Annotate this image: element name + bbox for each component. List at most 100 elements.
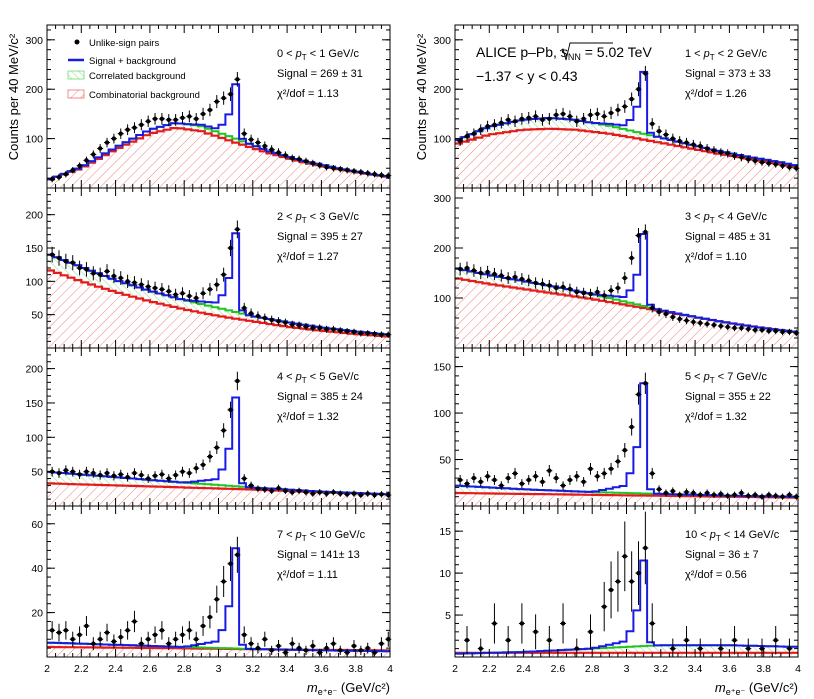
data-point	[636, 392, 641, 397]
data-point	[97, 472, 103, 478]
data-point	[248, 311, 254, 316]
data-point	[718, 150, 724, 155]
data-point	[602, 114, 607, 119]
data-point	[622, 448, 627, 453]
data-point	[739, 325, 744, 331]
data-point	[166, 117, 171, 123]
data-point	[379, 641, 384, 646]
data-point	[602, 471, 607, 476]
data-point	[255, 140, 261, 145]
data-point	[49, 252, 55, 257]
data-point	[759, 646, 765, 651]
data-point	[214, 445, 219, 450]
data-point	[194, 466, 199, 471]
data-point	[629, 96, 634, 102]
data-point	[650, 121, 655, 126]
data-point	[533, 474, 538, 479]
data-point	[602, 604, 607, 609]
data-point	[379, 332, 384, 337]
x-tick-label: 3.6	[722, 663, 737, 675]
data-point	[228, 407, 233, 413]
data-point	[290, 156, 295, 161]
data-point	[84, 469, 89, 474]
data-point	[581, 116, 586, 122]
y-tick-label: 300	[25, 35, 43, 47]
data-point	[643, 229, 648, 235]
data-point	[752, 158, 758, 164]
right-x-axis-title: me⁺e⁻ (GeV/c²)	[715, 680, 798, 697]
y-tick-label: 50	[31, 310, 43, 322]
data-point	[663, 311, 669, 317]
data-point	[338, 328, 343, 333]
y-tick-label: 40	[31, 563, 43, 575]
data-point	[698, 143, 703, 149]
signal-plus-background-line	[455, 233, 798, 333]
data-point	[200, 111, 206, 117]
data-point	[97, 637, 103, 642]
data-point	[324, 165, 329, 170]
data-point	[492, 477, 497, 483]
data-point	[139, 641, 144, 646]
data-point	[478, 127, 483, 132]
data-point	[540, 117, 545, 123]
data-point	[194, 116, 199, 122]
data-point	[269, 317, 274, 323]
x-tick-label: 3	[216, 663, 222, 675]
data-point	[746, 646, 751, 651]
legend-combinatorial-label: Combinatorial background	[89, 90, 200, 101]
data-point	[519, 481, 525, 486]
x-tick-label: 3.2	[245, 663, 260, 675]
data-point	[132, 280, 137, 285]
data-point	[547, 283, 552, 288]
data-point	[691, 319, 696, 325]
data-point	[152, 285, 158, 291]
data-point	[615, 459, 621, 464]
data-point	[365, 331, 370, 336]
data-point	[118, 634, 123, 640]
data-point	[207, 107, 213, 113]
x-tick-label: 3.6	[314, 663, 329, 675]
legend-correlated-label: Correlated background	[89, 71, 186, 82]
data-point	[656, 309, 662, 315]
y-tick-label: 100	[25, 276, 43, 288]
data-point	[684, 638, 689, 643]
data-point	[344, 492, 350, 497]
legend: Unlike-sign pairs Signal + background Co…	[67, 38, 200, 101]
y-tick-label: 200	[25, 84, 43, 96]
rapidity-text: −1.37 < y < 0.43	[476, 68, 578, 84]
data-point	[499, 483, 504, 488]
data-point	[221, 95, 226, 101]
data-point	[526, 477, 531, 483]
data-point	[574, 474, 579, 479]
data-point	[159, 628, 165, 633]
data-point	[533, 280, 538, 286]
data-point	[358, 648, 364, 653]
combinatorial-background-area	[47, 270, 390, 348]
data-point	[283, 153, 288, 158]
data-point	[519, 276, 525, 282]
data-point	[725, 493, 730, 498]
data-point	[794, 330, 799, 336]
data-point	[338, 491, 343, 496]
pt-range-label: 10 < pT < 14 GeV/c	[685, 529, 780, 543]
data-point	[457, 266, 463, 272]
data-point	[492, 122, 497, 127]
data-point	[746, 157, 751, 162]
data-point	[636, 233, 641, 238]
data-point	[242, 476, 247, 481]
data-point	[235, 552, 240, 558]
data-point	[718, 491, 724, 497]
data-point	[567, 286, 573, 292]
data-point	[63, 171, 69, 177]
data-point	[118, 131, 123, 136]
data-point	[574, 646, 579, 651]
data-point	[262, 315, 268, 321]
data-point	[77, 632, 82, 637]
chi2-label: χ²/dof = 0.56	[685, 569, 747, 581]
data-point	[303, 490, 309, 495]
data-point	[560, 483, 566, 488]
data-point	[629, 424, 634, 430]
data-point	[471, 475, 477, 481]
y-tick-label: 200	[25, 210, 43, 222]
data-point	[70, 168, 75, 173]
